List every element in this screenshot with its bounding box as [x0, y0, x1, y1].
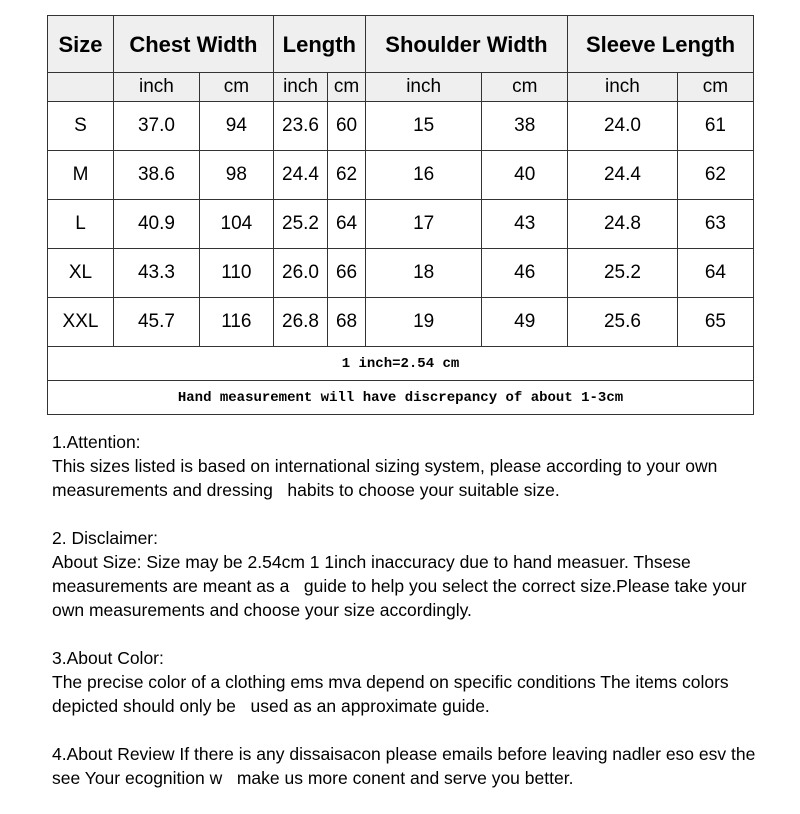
value-cell: 94: [198, 101, 274, 151]
conversion-note: 1 inch=2.54 cm: [47, 346, 754, 381]
value-cell: 64: [676, 248, 755, 298]
unit-header: inch: [272, 72, 329, 102]
measurement-note: Hand measurement will have discrepancy o…: [47, 380, 754, 415]
value-cell: 24.0: [567, 101, 678, 151]
table-row: L 40.9 104 25.2 64 17 43 24.8 63: [47, 199, 755, 249]
value-cell: 46: [481, 248, 569, 298]
unit-header: cm: [676, 72, 755, 102]
header-size: Size: [47, 15, 114, 73]
value-cell: 38.6: [113, 150, 200, 200]
unit-header: inch: [567, 72, 678, 102]
value-cell: 15: [364, 101, 483, 151]
note-body: This sizes listed is based on internatio…: [52, 456, 723, 500]
value-cell: 16: [364, 150, 483, 200]
value-cell: 62: [327, 150, 366, 200]
table-row: XXL 45.7 116 26.8 68 19 49 25.6 65: [47, 297, 755, 347]
value-cell: 110: [198, 248, 274, 298]
value-cell: 63: [676, 199, 755, 249]
value-cell: 64: [327, 199, 366, 249]
size-cell: XL: [47, 248, 114, 298]
value-cell: 60: [327, 101, 366, 151]
size-cell: XXL: [47, 297, 114, 347]
note-paragraph: 1.Attention: This sizes listed is based o…: [52, 430, 772, 502]
note-title: 1.Attention:: [52, 432, 141, 452]
size-cell: M: [47, 150, 114, 200]
header-shoulder-width: Shoulder Width: [364, 15, 569, 73]
value-cell: 24.4: [567, 150, 678, 200]
note-title: 3.About Color:: [52, 648, 164, 668]
value-cell: 37.0: [113, 101, 200, 151]
note-paragraph: 3.About Color: The precise color of a clo…: [52, 646, 772, 718]
value-cell: 40: [481, 150, 569, 200]
value-cell: 38: [481, 101, 569, 151]
size-cell: S: [47, 101, 114, 151]
unit-blank: [47, 72, 114, 102]
value-cell: 66: [327, 248, 366, 298]
note-body: The precise color of a clothing ems mva …: [52, 672, 734, 716]
notes-section: 1.Attention: This sizes listed is based o…: [52, 430, 772, 814]
value-cell: 26.8: [272, 297, 329, 347]
value-cell: 98: [198, 150, 274, 200]
value-cell: 65: [676, 297, 755, 347]
note-paragraph: 4.About Review If there is any dissaisac…: [52, 742, 772, 790]
value-cell: 18: [364, 248, 483, 298]
value-cell: 43.3: [113, 248, 200, 298]
value-cell: 62: [676, 150, 755, 200]
size-chart-table: Size Chest Width Length Shoulder Width S…: [47, 15, 755, 415]
table-row: S 37.0 94 23.6 60 15 38 24.0 61: [47, 101, 755, 151]
note-body: 4.About Review If there is any dissaisac…: [52, 744, 761, 788]
note-paragraph: 2. Disclaimer: About Size: Size may be 2.…: [52, 526, 772, 622]
unit-header: cm: [198, 72, 274, 102]
value-cell: 49: [481, 297, 569, 347]
value-cell: 61: [676, 101, 755, 151]
note-body: About Size: Size may be 2.54cm 1 1inch i…: [52, 552, 752, 620]
value-cell: 17: [364, 199, 483, 249]
value-cell: 19: [364, 297, 483, 347]
value-cell: 23.6: [272, 101, 329, 151]
header-length: Length: [272, 15, 366, 73]
table-row: XL 43.3 110 26.0 66 18 46 25.2 64: [47, 248, 755, 298]
value-cell: 116: [198, 297, 274, 347]
unit-header: inch: [113, 72, 200, 102]
note-title: 2. Disclaimer:: [52, 528, 158, 548]
value-cell: 40.9: [113, 199, 200, 249]
value-cell: 26.0: [272, 248, 329, 298]
unit-header: cm: [481, 72, 569, 102]
unit-header: cm: [327, 72, 366, 102]
value-cell: 43: [481, 199, 569, 249]
value-cell: 25.2: [272, 199, 329, 249]
unit-header: inch: [364, 72, 483, 102]
table-row: M 38.6 98 24.4 62 16 40 24.4 62: [47, 150, 755, 200]
value-cell: 24.8: [567, 199, 678, 249]
value-cell: 45.7: [113, 297, 200, 347]
header-sleeve-length: Sleeve Length: [567, 15, 754, 73]
value-cell: 25.6: [567, 297, 678, 347]
value-cell: 24.4: [272, 150, 329, 200]
size-cell: L: [47, 199, 114, 249]
header-chest-width: Chest Width: [113, 15, 274, 73]
value-cell: 68: [327, 297, 366, 347]
value-cell: 25.2: [567, 248, 678, 298]
value-cell: 104: [198, 199, 274, 249]
